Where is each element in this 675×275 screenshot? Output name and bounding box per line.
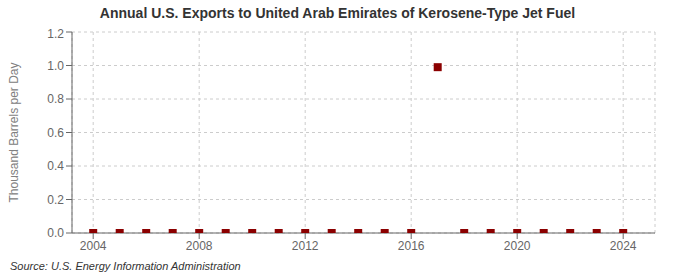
svg-text:2020: 2020 [504,239,531,253]
svg-text:2004: 2004 [80,239,107,253]
svg-text:0.8: 0.8 [47,92,64,106]
svg-text:1.2: 1.2 [47,27,64,41]
svg-text:0.4: 0.4 [47,159,64,173]
svg-text:0.2: 0.2 [47,193,64,207]
svg-text:Thousand Barrels per Day: Thousand Barrels per Day [8,62,21,202]
html-text:Annual U.S. Exports to United: Annual U.S. Exports to United Arab Emira… [99,5,576,21]
svg-text:2024: 2024 [610,239,637,253]
html-text:Source: U.S. Energy Informatio: Source: U.S. Energy Information Administ… [10,260,241,272]
svg-text:0.0: 0.0 [47,226,64,240]
svg-text:2008: 2008 [186,239,213,253]
svg-text:0.6: 0.6 [47,126,64,140]
svg-text:1.0: 1.0 [47,59,64,73]
svg-text:2016: 2016 [398,239,425,253]
svg-text:2012: 2012 [292,239,319,253]
